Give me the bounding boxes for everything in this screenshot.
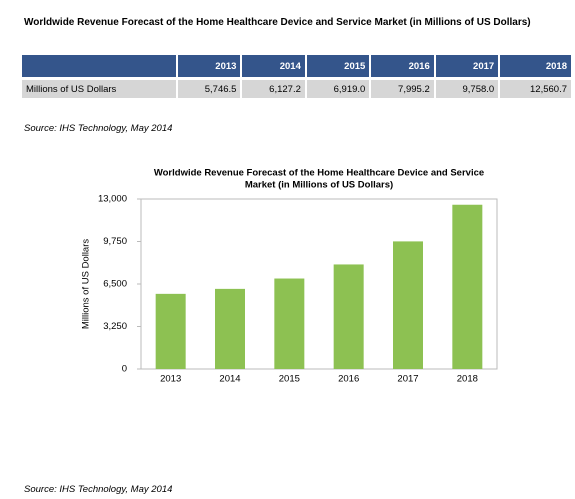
cell: 9,758.0 bbox=[435, 80, 499, 98]
bar bbox=[155, 293, 186, 369]
data-row: Millions of US Dollars 5,746.5 6,127.2 6… bbox=[22, 80, 571, 98]
chart-title: Market (in Millions of US Dollars) bbox=[245, 180, 393, 191]
cell: 7,995.2 bbox=[371, 80, 434, 98]
y-tick-label: 9,750 bbox=[103, 236, 127, 247]
bar bbox=[452, 204, 483, 369]
x-tick-label: 2013 bbox=[160, 374, 181, 385]
plot-area bbox=[140, 198, 498, 370]
x-tick-label: 2017 bbox=[397, 374, 418, 385]
bar bbox=[333, 264, 364, 369]
row-label: Millions of US Dollars bbox=[22, 80, 176, 98]
header-cell: 2014 bbox=[242, 55, 305, 77]
header-cell bbox=[22, 55, 176, 77]
x-tick-label: 2015 bbox=[279, 374, 300, 385]
header-cell: 2018 bbox=[500, 55, 571, 77]
y-tick-label: 13,000 bbox=[98, 194, 127, 205]
header-row: 2013 2014 2015 2016 2017 2018 bbox=[22, 55, 571, 77]
bar bbox=[274, 278, 305, 369]
header-cell: 2015 bbox=[306, 55, 370, 77]
header-cell: 2013 bbox=[178, 55, 241, 77]
header-cell: 2017 bbox=[435, 55, 499, 77]
y-axis-title: Millions of US Dollars bbox=[81, 239, 92, 330]
x-tick-label: 2018 bbox=[457, 374, 478, 385]
y-tick-label: 6,500 bbox=[103, 279, 127, 290]
cell: 6,127.2 bbox=[242, 80, 305, 98]
x-tick-label: 2014 bbox=[219, 374, 240, 385]
source: Source: IHS Technology, May 2014 bbox=[24, 484, 173, 495]
cell: 6,919.0 bbox=[306, 80, 370, 98]
header-cell: 2016 bbox=[371, 55, 434, 77]
page-title: Worldwide Revenue Forecast of the Home H… bbox=[24, 17, 531, 28]
source: Source: IHS Technology, May 2014 bbox=[24, 123, 173, 134]
bar bbox=[393, 241, 423, 369]
bar bbox=[215, 288, 245, 369]
y-tick-label: 0 bbox=[122, 364, 127, 375]
cell: 5,746.5 bbox=[178, 80, 241, 98]
cell: 12,560.7 bbox=[500, 80, 571, 98]
chart-title: Worldwide Revenue Forecast of the Home H… bbox=[154, 168, 484, 179]
x-tick-label: 2016 bbox=[338, 374, 359, 385]
y-tick-label: 3,250 bbox=[103, 321, 127, 332]
data-table: 2013 2014 2015 2016 2017 2018 Millions o… bbox=[20, 52, 573, 101]
